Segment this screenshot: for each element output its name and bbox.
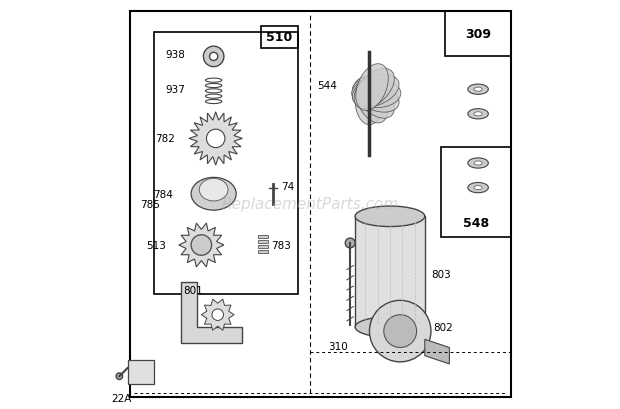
Polygon shape xyxy=(181,282,242,344)
Polygon shape xyxy=(425,339,450,364)
Ellipse shape xyxy=(352,75,399,108)
Circle shape xyxy=(206,130,225,148)
Ellipse shape xyxy=(468,110,489,120)
Ellipse shape xyxy=(468,85,489,95)
Text: 74: 74 xyxy=(281,181,294,191)
Ellipse shape xyxy=(199,179,228,201)
Polygon shape xyxy=(189,112,242,166)
Text: 785: 785 xyxy=(141,200,161,209)
Circle shape xyxy=(203,47,224,67)
Polygon shape xyxy=(179,223,224,267)
Circle shape xyxy=(370,301,431,362)
Ellipse shape xyxy=(356,65,388,111)
Ellipse shape xyxy=(354,79,394,119)
Ellipse shape xyxy=(352,80,401,108)
Circle shape xyxy=(193,238,209,253)
Text: 801: 801 xyxy=(183,285,203,295)
Polygon shape xyxy=(258,245,268,249)
Ellipse shape xyxy=(355,207,425,227)
Ellipse shape xyxy=(474,112,482,117)
Text: 513: 513 xyxy=(146,240,167,250)
Text: 782: 782 xyxy=(155,134,175,144)
Polygon shape xyxy=(258,240,268,244)
Circle shape xyxy=(210,53,218,61)
Text: 544: 544 xyxy=(317,81,337,91)
Text: 309: 309 xyxy=(465,28,491,41)
Circle shape xyxy=(212,309,223,321)
Text: 783: 783 xyxy=(271,240,291,250)
Ellipse shape xyxy=(356,77,388,124)
Ellipse shape xyxy=(355,76,384,125)
Circle shape xyxy=(345,238,355,248)
Text: 937: 937 xyxy=(165,85,185,95)
Ellipse shape xyxy=(355,317,425,337)
Circle shape xyxy=(384,315,417,348)
Ellipse shape xyxy=(191,178,236,211)
Polygon shape xyxy=(202,299,234,330)
Circle shape xyxy=(116,373,123,380)
Ellipse shape xyxy=(474,88,482,92)
Polygon shape xyxy=(128,360,154,384)
Ellipse shape xyxy=(468,159,489,169)
Text: 510: 510 xyxy=(266,31,293,44)
Polygon shape xyxy=(258,235,268,239)
Text: 784: 784 xyxy=(153,189,172,199)
Polygon shape xyxy=(258,250,268,254)
Text: 803: 803 xyxy=(431,269,451,279)
Text: 548: 548 xyxy=(463,216,489,229)
Polygon shape xyxy=(355,217,425,327)
Ellipse shape xyxy=(468,183,489,193)
Text: 310: 310 xyxy=(328,342,348,351)
Text: 802: 802 xyxy=(433,322,453,332)
Circle shape xyxy=(191,235,211,256)
Text: ReplacementParts.com: ReplacementParts.com xyxy=(221,197,399,212)
Ellipse shape xyxy=(474,186,482,190)
Ellipse shape xyxy=(474,162,482,166)
Text: 938: 938 xyxy=(165,50,185,60)
Text: 22A: 22A xyxy=(111,393,131,402)
Ellipse shape xyxy=(352,81,399,113)
Ellipse shape xyxy=(354,69,394,109)
